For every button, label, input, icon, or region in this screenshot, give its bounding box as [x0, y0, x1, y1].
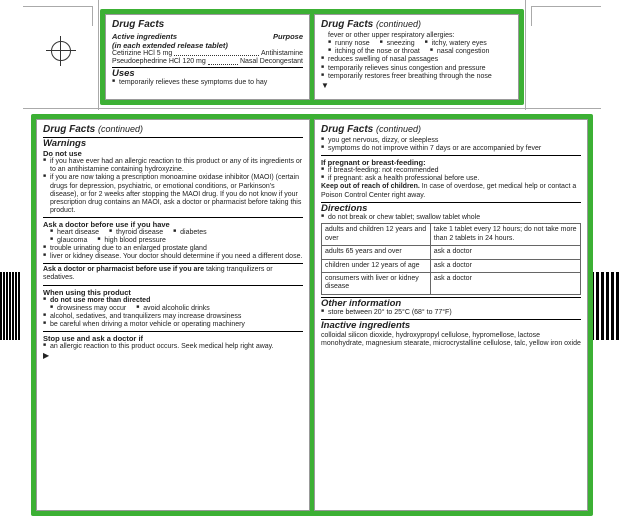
storage-bullet: store between 20° to 25°C (68° to 77°F): [321, 309, 581, 317]
label-purpose: Purpose: [273, 32, 303, 41]
symptom-bullet: nasal congestion: [430, 48, 490, 56]
continued-bullet: you get nervous, dizzy, or sleepless: [321, 137, 581, 145]
section-inactive: Inactive ingredients: [321, 320, 581, 331]
stop-bullet: an allergic reaction to this product occ…: [43, 343, 303, 351]
heading-drug-facts: Drug Facts: [43, 124, 95, 135]
ingredient-purpose: Antihistamine: [261, 50, 303, 58]
warning-bullet: if you are now taking a prescription mon…: [43, 174, 303, 214]
subsection-stop-use: Stop use and ask a doctor if: [43, 334, 303, 343]
panel-top-left: Drug Facts Active ingredients Purpose (i…: [105, 14, 310, 100]
benefit-bullet: reduces swelling of nasal passages: [321, 56, 512, 64]
subsection-when-using: When using this product: [43, 288, 303, 297]
continue-arrow-icon: ▼: [321, 81, 512, 91]
directions-bullet: do not break or chew tablet; swallow tab…: [321, 214, 581, 222]
fold-line: [525, 0, 526, 110]
dose-group: adults 65 years and over: [322, 246, 431, 259]
registration-mark: [46, 36, 76, 66]
usage-bullet: drowsiness may occur: [50, 305, 126, 313]
benefit-bullet: temporarily relieves sinus congestion an…: [321, 65, 512, 73]
usage-bullet: be careful when driving a motor vehicle …: [43, 321, 303, 329]
condition-bullet: high blood pressure: [97, 237, 166, 245]
heading-drug-facts: Drug Facts: [321, 124, 373, 135]
dose-group: consumers with liver or kidney disease: [322, 272, 431, 294]
condition-bullet: thyroid disease: [109, 229, 163, 237]
condition-bullet: liver or kidney disease. Your doctor sho…: [43, 253, 303, 261]
subsection-ask-pharmacist: Ask a doctor or pharmacist before use if…: [43, 266, 204, 273]
preg-bullet: if breast-feeding: not recommended: [321, 167, 581, 175]
condition-bullet: diabetes: [173, 229, 206, 237]
section-other-info: Other information: [321, 298, 581, 309]
preg-bullet: if pregnant: ask a health professional b…: [321, 175, 581, 183]
ingredient-purpose: Nasal Decongestant: [240, 58, 303, 66]
dose-instruction: take 1 tablet every 12 hours; do not tak…: [430, 224, 580, 246]
heading-drug-facts: Drug Facts: [321, 19, 373, 30]
dose-instruction: ask a doctor: [430, 272, 580, 294]
section-directions: Directions: [321, 203, 581, 214]
usage-bullet: alcohol, sedatives, and tranquilizers ma…: [43, 313, 303, 321]
condition-bullet: trouble urinating due to an enlarged pro…: [43, 245, 303, 253]
keep-out-of-reach: Keep out of reach of children.: [321, 183, 420, 190]
heading-drug-facts: Drug Facts: [112, 19, 303, 31]
dose-group: adults and children 12 years and over: [322, 224, 431, 246]
ingredient-name: Pseudoephedrine HCl 120 mg: [112, 58, 206, 66]
dosage-table: adults and children 12 years and overtak…: [321, 223, 581, 294]
condition-bullet: heart disease: [50, 229, 99, 237]
dose-group: children under 12 years of age: [322, 259, 431, 272]
symptom-bullet: itching of the nose or throat: [328, 48, 420, 56]
inactive-ingredients-text: colloidal silicon dioxide, hydroxypropyl…: [321, 332, 581, 349]
fold-line: [23, 108, 601, 109]
symptom-bullet: sneezing: [380, 40, 415, 48]
fold-line: [23, 6, 93, 26]
top-frame: Drug Facts Active ingredients Purpose (i…: [100, 9, 524, 105]
warning-bullet: if you have ever had an allergic reactio…: [43, 158, 303, 174]
symptom-bullet: itchy, watery eyes: [425, 40, 487, 48]
label-tablet-form: (in each extended release tablet): [112, 41, 303, 50]
condition-bullet: glaucoma: [50, 237, 87, 245]
heading-continued: (continued): [98, 124, 143, 134]
intro-text: fever or other upper respiratory allergi…: [321, 32, 512, 40]
ingredient-name: Cetirizine HCl 5 mg: [112, 50, 172, 58]
symptom-bullet: runny nose: [328, 40, 370, 48]
drug-label-container: Drug Facts Active ingredients Purpose (i…: [0, 0, 624, 527]
section-warnings: Warnings: [43, 138, 303, 149]
heading-continued: (continued): [376, 124, 421, 134]
continue-arrow-icon: ▶: [43, 351, 303, 361]
barcode-left: [0, 272, 23, 340]
usage-bullet: do not use more than directed: [43, 297, 303, 305]
continued-bullet: symptoms do not improve within 7 days or…: [321, 145, 581, 153]
fold-line: [98, 0, 99, 110]
usage-bullet: avoid alcoholic drinks: [136, 305, 210, 313]
heading-continued: (continued): [376, 19, 421, 29]
label-active-ingredients: Active ingredients: [112, 32, 177, 41]
dose-instruction: ask a doctor: [430, 246, 580, 259]
main-frame: Drug Facts (continued) Warnings Do not u…: [31, 114, 593, 516]
benefit-bullet: temporarily restores freer breathing thr…: [321, 73, 512, 81]
panel-main-right: Drug Facts (continued) you get nervous, …: [314, 119, 588, 511]
section-uses: Uses: [112, 68, 303, 79]
panel-main-left: Drug Facts (continued) Warnings Do not u…: [36, 119, 310, 511]
subsection-pregnant: If pregnant or breast-feeding:: [321, 158, 581, 167]
fold-line: [531, 6, 601, 26]
panel-top-right: Drug Facts (continued) fever or other up…: [314, 14, 519, 100]
uses-bullet: temporarily relieves these symptoms due …: [112, 79, 303, 87]
subsection-do-not-use: Do not use: [43, 149, 303, 158]
dose-instruction: ask a doctor: [430, 259, 580, 272]
